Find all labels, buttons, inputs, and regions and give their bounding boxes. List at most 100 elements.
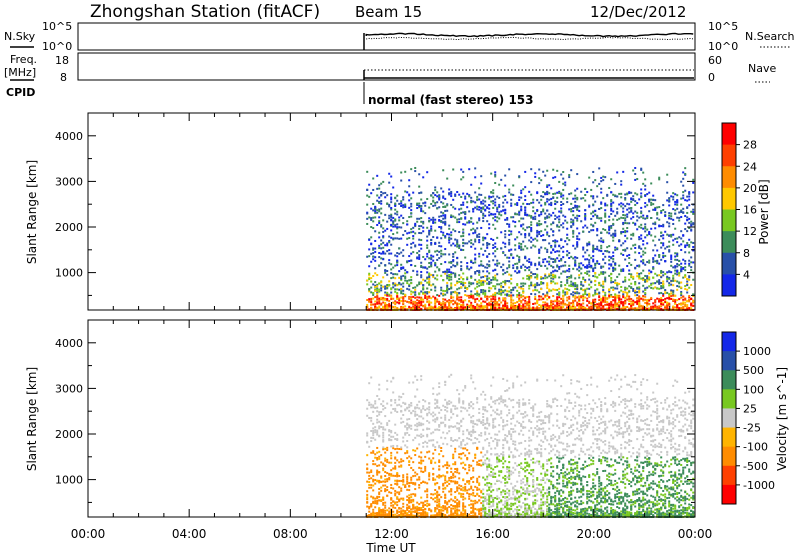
data-cell — [376, 464, 379, 467]
data-cell — [586, 266, 589, 269]
data-cell — [670, 260, 673, 263]
data-cell — [566, 306, 569, 309]
data-cell — [584, 293, 587, 296]
data-cell — [544, 174, 547, 177]
data-cell — [410, 259, 413, 262]
data-cell — [656, 217, 659, 220]
data-cell — [660, 241, 663, 244]
data-cell — [478, 293, 481, 296]
data-cell — [478, 279, 481, 282]
data-cell — [446, 300, 449, 303]
data-cell — [372, 429, 375, 432]
data-cell — [408, 231, 411, 234]
data-cell — [660, 298, 663, 301]
data-cell — [450, 296, 453, 299]
data-cell — [410, 282, 413, 285]
data-cell — [416, 203, 419, 206]
data-cell — [662, 237, 665, 240]
data-cell — [670, 289, 673, 292]
data-cell — [536, 191, 539, 194]
data-cell — [416, 251, 419, 254]
data-cell — [632, 216, 635, 219]
data-cell — [544, 274, 547, 277]
data-cell — [410, 168, 413, 171]
data-cell — [456, 282, 459, 285]
data-cell — [594, 303, 597, 306]
data-cell — [450, 244, 453, 247]
data-cell — [366, 480, 369, 483]
data-cell — [474, 293, 477, 296]
data-cell — [484, 300, 487, 303]
data-cell — [392, 186, 395, 189]
data-cell — [562, 177, 565, 180]
data-cell — [480, 307, 483, 310]
data-cell — [500, 282, 503, 285]
data-cell — [414, 232, 417, 235]
data-cell — [610, 204, 613, 207]
data-cell — [646, 228, 649, 231]
data-cell — [494, 287, 497, 290]
data-cell — [552, 261, 555, 264]
data-cell — [480, 182, 483, 185]
data-cell — [676, 258, 679, 261]
data-cell — [668, 294, 671, 297]
data-cell — [542, 277, 545, 280]
data-cell — [366, 222, 369, 225]
data-cell — [640, 226, 643, 229]
data-cell — [372, 303, 375, 306]
data-cell — [630, 273, 633, 276]
data-cell — [484, 214, 487, 217]
data-cell — [676, 262, 679, 265]
data-cell — [372, 292, 375, 295]
data-cell — [460, 280, 463, 283]
data-cell — [572, 229, 575, 232]
data-cell — [524, 256, 527, 259]
data-cell — [666, 221, 669, 224]
data-cell — [490, 191, 493, 194]
data-cell — [530, 282, 533, 285]
data-cell — [410, 308, 413, 311]
data-cell — [578, 209, 581, 212]
data-cell — [376, 502, 379, 505]
data-cell — [670, 258, 673, 261]
data-cell — [472, 262, 475, 265]
data-cell — [378, 187, 381, 190]
data-cell — [388, 249, 391, 252]
data-cell — [476, 304, 479, 307]
data-cell — [588, 292, 591, 295]
data-cell — [396, 295, 399, 298]
data-cell — [644, 225, 647, 228]
data-cell — [602, 241, 605, 244]
data-cell — [586, 293, 589, 296]
data-cell — [594, 200, 597, 203]
data-cell — [572, 207, 575, 210]
data-cell — [610, 273, 613, 276]
data-cell — [516, 284, 519, 287]
data-cell — [488, 301, 491, 304]
data-cell — [678, 274, 681, 277]
data-cell — [458, 245, 461, 248]
data-cell — [602, 300, 605, 303]
data-cell — [444, 261, 447, 264]
y-tick-label: 3000 — [55, 175, 83, 188]
data-cell — [586, 242, 589, 245]
data-cell — [502, 263, 505, 266]
data-cell — [380, 425, 383, 428]
data-cell — [440, 230, 443, 233]
data-cell — [380, 461, 383, 464]
data-cell — [408, 279, 411, 282]
data-cell — [524, 233, 527, 236]
data-cell — [504, 282, 507, 285]
data-cell — [590, 305, 593, 308]
data-cell — [380, 182, 383, 185]
data-cell — [690, 269, 693, 272]
data-cell — [446, 204, 449, 207]
data-cell — [462, 300, 465, 303]
noise-panel: N.Sky 10^5 10^0 10^5 10^0 N.Search — [4, 20, 795, 53]
data-cell — [444, 209, 447, 212]
data-cell — [376, 291, 379, 294]
data-cell — [564, 293, 567, 296]
data-cell — [668, 298, 671, 301]
data-cell — [626, 237, 629, 240]
data-cell — [638, 302, 641, 305]
